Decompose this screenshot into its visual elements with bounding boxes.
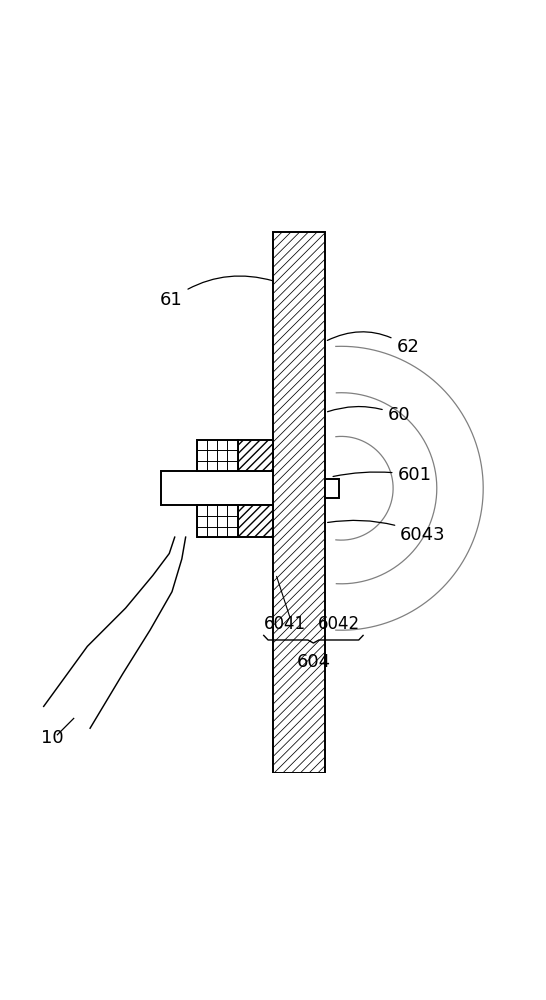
Bar xyxy=(238,505,273,537)
Text: 60: 60 xyxy=(328,406,410,424)
Bar xyxy=(197,505,238,537)
Text: 10: 10 xyxy=(40,729,63,747)
Bar xyxy=(273,232,325,773)
Bar xyxy=(161,471,273,505)
Text: 6043: 6043 xyxy=(328,520,446,544)
Bar xyxy=(197,505,238,537)
Bar xyxy=(238,440,273,471)
Text: 6042: 6042 xyxy=(317,615,360,633)
Text: 61: 61 xyxy=(160,276,273,309)
Bar xyxy=(238,440,273,471)
Bar xyxy=(238,505,273,537)
Text: 604: 604 xyxy=(296,653,330,671)
Bar xyxy=(273,232,325,773)
Bar xyxy=(197,440,238,471)
Bar xyxy=(238,440,273,471)
Text: 601: 601 xyxy=(333,466,431,484)
Bar xyxy=(197,440,238,471)
Text: 6041: 6041 xyxy=(264,615,306,633)
Bar xyxy=(238,505,273,537)
Bar xyxy=(325,479,339,498)
Text: 62: 62 xyxy=(328,332,419,356)
